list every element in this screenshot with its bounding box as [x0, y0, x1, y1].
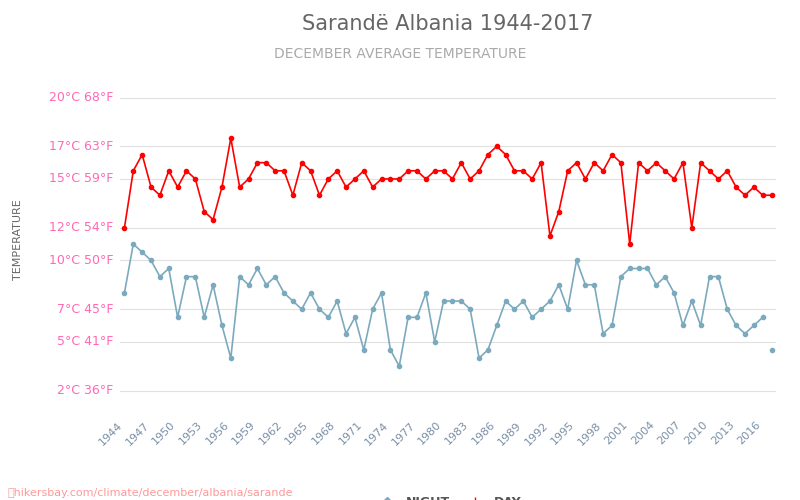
Text: 17°C 63°F: 17°C 63°F [49, 140, 114, 153]
Text: 📍hikersbay.com/climate/december/albania/sarande: 📍hikersbay.com/climate/december/albania/… [8, 488, 294, 498]
Text: 5°C 41°F: 5°C 41°F [57, 335, 114, 348]
Text: DECEMBER AVERAGE TEMPERATURE: DECEMBER AVERAGE TEMPERATURE [274, 48, 526, 62]
Y-axis label: TEMPERATURE: TEMPERATURE [13, 200, 23, 280]
Text: 12°C 54°F: 12°C 54°F [49, 222, 114, 234]
Text: 10°C 50°F: 10°C 50°F [49, 254, 114, 267]
Text: 2°C 36°F: 2°C 36°F [57, 384, 114, 397]
Text: 7°C 45°F: 7°C 45°F [57, 302, 114, 316]
Title: Sarandë Albania 1944-2017: Sarandë Albania 1944-2017 [302, 14, 594, 34]
Text: 15°C 59°F: 15°C 59°F [49, 172, 114, 186]
Text: 20°C 68°F: 20°C 68°F [49, 91, 114, 104]
Legend: NIGHT, DAY: NIGHT, DAY [370, 490, 526, 500]
